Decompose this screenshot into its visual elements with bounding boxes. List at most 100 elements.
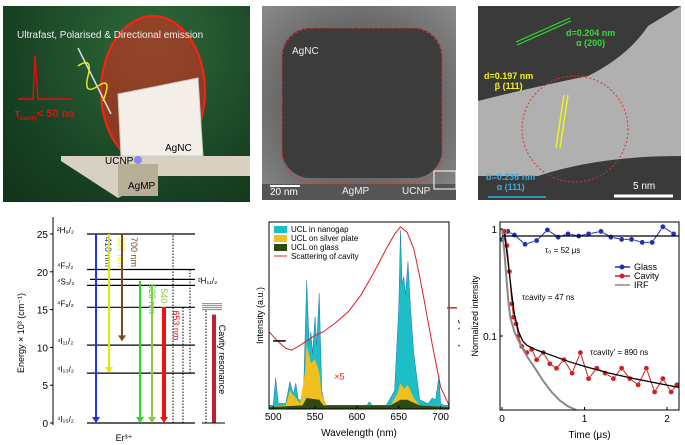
data-point xyxy=(618,236,625,243)
data-point xyxy=(544,227,551,233)
y-tick-label: 1 xyxy=(491,225,497,236)
annotation: τcavity' = 890 ns xyxy=(590,348,648,357)
data-point xyxy=(555,234,561,240)
arrowhead xyxy=(118,335,126,342)
y2-axis-label: Scattering (a.u.) xyxy=(458,283,460,347)
y-tick-label: 5 xyxy=(42,381,48,392)
annotation-beta-111: d=0.197 nm β (111) xyxy=(484,71,534,91)
data-point xyxy=(618,365,625,372)
data-point xyxy=(585,375,592,382)
legend-marker xyxy=(619,273,625,279)
decay-chart: 0 1 2 1 0.1 Time (μs) Normalized intensity τ₀ =… xyxy=(470,221,680,441)
level-label: ⁴I₁₁/₂ xyxy=(57,337,73,346)
wave-icon xyxy=(77,61,108,102)
x-tick-label: 1 xyxy=(582,414,588,425)
x-axis-label: Wavelength (nm) xyxy=(321,428,397,439)
region-circle xyxy=(521,75,629,183)
energy-level-diagram: 0 5 10 15 20 25 Energy × 10³ (cm⁻¹) ²H₉/₂ ⁴F₇/₂ ²… xyxy=(16,217,227,443)
arrowhead xyxy=(92,417,100,423)
data-point xyxy=(522,241,528,248)
label-agnc: AgNC xyxy=(165,143,192,154)
data-point xyxy=(533,356,540,363)
data-point xyxy=(660,223,666,230)
arrowhead xyxy=(136,417,144,423)
data-point xyxy=(643,365,650,372)
cavity-label: Cavity resonance xyxy=(217,325,227,395)
ucnp-crystal xyxy=(478,6,681,176)
emission-label: 700 nm xyxy=(129,237,139,267)
ucnp-box xyxy=(433,170,456,190)
label-ucnp: UCNP xyxy=(402,186,431,197)
y-axis-label: Energy × 10³ (cm⁻¹) xyxy=(16,293,26,373)
label-agmp: AgMP xyxy=(128,181,156,192)
data-point xyxy=(511,232,518,238)
emission-label: 653 nm xyxy=(171,310,181,340)
x-tick-label: 0 xyxy=(499,414,505,425)
legend-swatch xyxy=(274,226,287,233)
legend-swatch xyxy=(274,235,287,242)
scalebar-label: 20 nm xyxy=(270,187,298,198)
data-point xyxy=(547,360,553,367)
x-axis-label: Time (μs) xyxy=(568,430,610,441)
series-ucl-on-silver-plate xyxy=(269,344,449,409)
x-tick-label: 650 xyxy=(390,412,407,423)
hrtem-image-panel: d=0.204 nm α (200) d=0.197 nm β (111) d=0.… xyxy=(478,6,681,200)
data-point xyxy=(660,375,666,382)
hrtem-image xyxy=(478,6,681,200)
data-point xyxy=(649,239,655,246)
legend-label: Glass xyxy=(634,262,658,272)
agmp-side xyxy=(118,164,158,196)
arrowhead xyxy=(105,367,113,374)
tau-symbol: τ xyxy=(15,108,20,120)
arrowhead xyxy=(160,417,168,423)
y-tick-label: 20 xyxy=(37,268,49,279)
y-axis-label: Normalized intensity xyxy=(470,275,480,357)
data-point xyxy=(635,381,641,388)
panel-a-title: Ultrafast, Polarised & Directional emiss… xyxy=(17,30,204,41)
annotation-alpha-200: d=0.204 nm α (200) xyxy=(566,28,616,48)
data-point xyxy=(569,370,575,376)
level-label: ²H₁₁/₂ xyxy=(198,276,217,285)
tau-label: τcavity< 50 ns xyxy=(15,108,75,122)
level-label: ⁴I₁₅/₂ xyxy=(57,415,74,424)
legend-label: IRF xyxy=(634,280,649,290)
tem-image xyxy=(262,27,456,200)
data-point xyxy=(577,349,584,356)
annotation-x5: ×5 xyxy=(334,372,344,382)
schematic-drawing xyxy=(18,15,250,198)
x-tick-label: 2 xyxy=(664,414,670,425)
y-tick-label: 10 xyxy=(37,343,49,354)
data-point xyxy=(639,239,646,246)
legend-label: Cavity xyxy=(634,271,660,281)
y-tick-label: 0 xyxy=(42,419,48,430)
legend-label: UCL on glass xyxy=(291,243,339,252)
plot-frame xyxy=(268,221,450,410)
x-tick-label: 550 xyxy=(307,412,324,423)
legend-marker xyxy=(619,264,625,270)
data-point xyxy=(651,389,658,395)
data-point xyxy=(610,375,617,382)
spectrum-chart: 500 550 600 650 700 Wavelength (nm) Intensity … xyxy=(255,221,460,439)
pulse-icon xyxy=(18,55,71,100)
x-axis-label: Er³⁺ xyxy=(116,433,133,443)
level-label: ⁴F₇/₂ xyxy=(57,262,73,271)
scalebar-label: 5 nm xyxy=(633,181,656,192)
agmp-region xyxy=(262,184,456,200)
data-point xyxy=(608,234,614,240)
tau-subscript: cavity xyxy=(19,116,37,123)
data-point xyxy=(533,237,540,244)
schematic-panel: Ultrafast, Polarised & Directional emiss… xyxy=(3,6,250,202)
label-agmp: AgMP xyxy=(342,186,370,197)
ucnp-particle xyxy=(134,156,142,164)
y-tick-label: 0.1 xyxy=(483,332,497,343)
emission-label: 540 nm xyxy=(159,288,169,318)
level-label: ⁴S₃/₂ xyxy=(57,277,74,286)
series-ucl-on-glass xyxy=(269,397,449,409)
series-fit xyxy=(503,233,680,389)
annotation: τ₀ = 52 μs xyxy=(545,246,580,255)
data-point xyxy=(553,365,560,372)
legend-label: UCL in nanogap xyxy=(291,225,349,234)
level-label: ²H₉/₂ xyxy=(57,226,74,235)
label-agnc: AgNC xyxy=(292,46,319,57)
agnc-outline xyxy=(281,27,443,184)
